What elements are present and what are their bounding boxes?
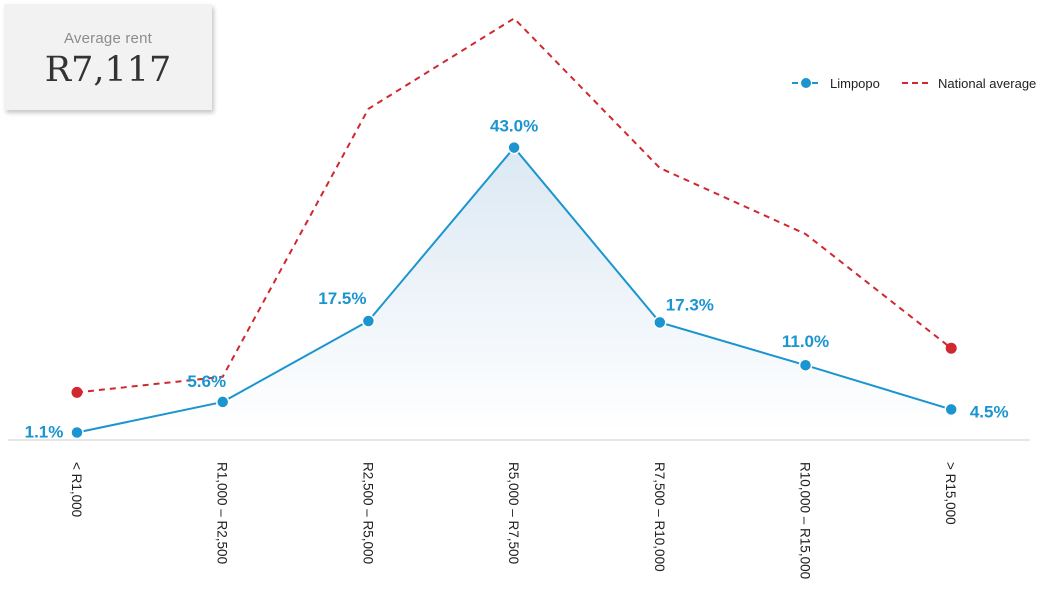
x-tick-label: R10,000 – R15,000 bbox=[798, 462, 813, 579]
data-label: 11.0% bbox=[782, 332, 829, 351]
limpopo-point bbox=[361, 314, 376, 328]
x-tick-label: R1,000 – R2,500 bbox=[215, 462, 230, 564]
data-label: 4.5% bbox=[970, 402, 1009, 421]
limpopo-point bbox=[507, 140, 521, 155]
data-label: 43.0% bbox=[490, 117, 538, 136]
legend-item-limpopo: Limpopo bbox=[792, 76, 880, 91]
average-rent-value: R7,117 bbox=[44, 50, 172, 90]
limpopo-point bbox=[653, 315, 667, 330]
chart-legend: Limpopo National average bbox=[792, 76, 1036, 91]
average-rent-card: Average rent R7,117 bbox=[4, 4, 212, 110]
x-tick-label: R2,500 – R5,000 bbox=[360, 462, 375, 564]
legend-item-national-average: National average bbox=[902, 76, 1036, 91]
data-label: 17.5% bbox=[318, 289, 366, 308]
national-average-point bbox=[945, 342, 957, 354]
national-average-line bbox=[76, 17, 952, 394]
limpopo-point bbox=[798, 358, 813, 372]
national-average-point bbox=[71, 386, 83, 398]
x-tick-label: > R15,000 bbox=[943, 462, 958, 525]
limpopo-area bbox=[77, 147, 952, 433]
legend-marker-limpopo bbox=[801, 78, 811, 88]
data-label: 5.6% bbox=[187, 372, 226, 391]
x-tick-label: R7,500 – R10,000 bbox=[652, 462, 667, 572]
x-tick-label: R5,000 – R7,500 bbox=[506, 462, 521, 564]
limpopo-point bbox=[70, 425, 84, 440]
data-label: 1.1% bbox=[25, 423, 64, 442]
limpopo-point bbox=[215, 395, 230, 409]
legend-label-limpopo: Limpopo bbox=[830, 76, 880, 91]
data-label: 17.3% bbox=[666, 295, 714, 314]
x-axis-ticks: < R1,000 R1,000 – R2,500 R2,500 – R5,000 R5… bbox=[69, 462, 958, 579]
limpopo-point bbox=[944, 402, 958, 417]
average-rent-label: Average rent bbox=[63, 30, 152, 47]
legend-label-national-average: National average bbox=[938, 76, 1036, 91]
x-tick-label: < R1,000 bbox=[69, 462, 84, 517]
